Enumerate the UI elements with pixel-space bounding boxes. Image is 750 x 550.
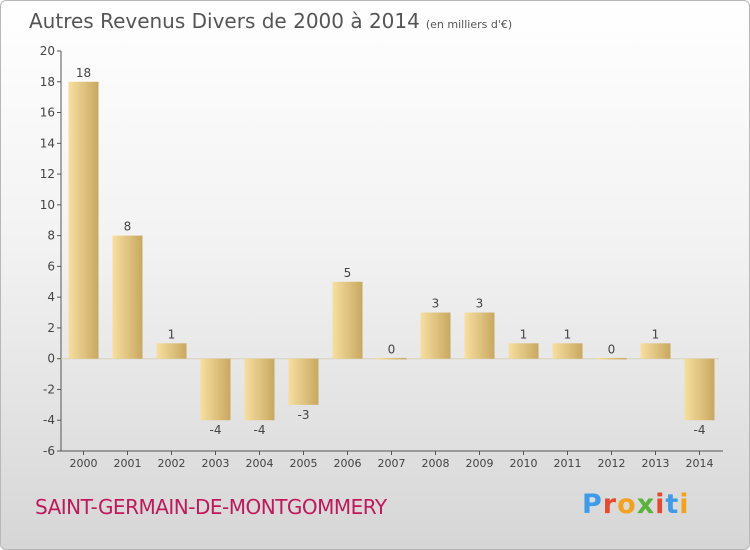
x-tick-label-2007: 2007 <box>378 457 406 470</box>
x-tick-label-2003: 2003 <box>202 457 230 470</box>
x-axis: 2000 2001 2002 2003 2004 2005 2006 2007 2008 2009… <box>61 450 723 470</box>
bars: 18 8 1 -4 -4 -3 5 0 3 3 1 1 0 1 -4 <box>68 66 715 437</box>
data-label-2009: 3 <box>476 297 484 311</box>
bar-2011 <box>552 343 583 359</box>
y-tick-label: -2 <box>43 382 55 396</box>
data-label-2003: -4 <box>210 423 222 437</box>
x-tick-label-2012: 2012 <box>598 457 626 470</box>
y-tick-label: 0 <box>47 352 55 366</box>
y-tick-label: 14 <box>40 136 55 150</box>
x-tick-label-2001: 2001 <box>114 457 142 470</box>
y-tick-label: 4 <box>47 290 55 304</box>
bar-2012 <box>596 357 627 360</box>
bar-2009 <box>464 312 495 359</box>
x-tick-label-2010: 2010 <box>510 457 538 470</box>
y-tick-label: -6 <box>43 444 55 458</box>
x-tick-label-2013: 2013 <box>642 457 670 470</box>
bar-2007 <box>376 357 407 360</box>
logo-letter: x <box>636 489 656 520</box>
x-tick-label-2006: 2006 <box>334 457 362 470</box>
x-tick-label-2011: 2011 <box>554 457 582 470</box>
logo-letter: o <box>617 489 637 520</box>
logo-letter: i <box>679 489 690 520</box>
x-tick-label-2009: 2009 <box>466 457 494 470</box>
data-label-2002: 1 <box>168 327 176 341</box>
data-label-2007: 0 <box>388 343 396 357</box>
data-label-2006: 5 <box>344 266 352 280</box>
x-tick-label-2014: 2014 <box>686 457 714 470</box>
bar-2013 <box>640 343 671 359</box>
y-tick-label: 20 <box>40 44 55 58</box>
logo-letter: r <box>602 489 618 520</box>
bar-2003 <box>200 358 231 421</box>
title-text: Autres Revenus Divers de 2000 à 2014 <box>29 9 420 33</box>
data-label-2005: -3 <box>298 408 310 422</box>
y-tick-label: 10 <box>40 198 55 212</box>
y-tick-label: 12 <box>40 167 55 181</box>
x-tick-label-2008: 2008 <box>422 457 450 470</box>
bar-2004 <box>244 358 275 421</box>
logo-letter: t <box>665 489 680 520</box>
bar-2005 <box>288 358 319 405</box>
y-tick-label: -4 <box>43 413 55 427</box>
y-tick-label: 16 <box>40 106 55 120</box>
x-tick-label-2004: 2004 <box>246 457 274 470</box>
x-tick-label-2005: 2005 <box>290 457 318 470</box>
chart-title: Autres Revenus Divers de 2000 à 2014 (en … <box>29 9 512 33</box>
bar-2014 <box>684 358 715 421</box>
logo-letter: P <box>582 489 603 520</box>
bar-2000 <box>68 81 99 359</box>
y-tick-label: 18 <box>40 75 55 89</box>
bar-2006 <box>332 281 363 359</box>
y-tick-label: 8 <box>47 229 55 243</box>
data-label-2004: -4 <box>254 423 266 437</box>
y-tick-label: 2 <box>47 321 55 335</box>
data-label-2013: 1 <box>652 327 660 341</box>
bar-2008 <box>420 312 451 359</box>
data-label-2001: 8 <box>124 220 132 234</box>
data-label-2011: 1 <box>564 327 572 341</box>
x-tick-label-2002: 2002 <box>158 457 186 470</box>
proxiti-logo[interactable]: Proxiti <box>582 489 690 520</box>
data-label-2000: 18 <box>76 66 91 80</box>
logo-letter: i <box>655 489 666 520</box>
x-tick-label-2000: 2000 <box>70 457 98 470</box>
title-unit: (en milliers d'€) <box>425 18 513 31</box>
data-label-2010: 1 <box>520 327 528 341</box>
data-label-2012: 0 <box>608 343 616 357</box>
bar-2001 <box>112 235 143 359</box>
data-label-2014: -4 <box>694 423 706 437</box>
commune-name: SAINT-GERMAIN-DE-MONTGOMMERY <box>35 495 387 519</box>
y-tick-label: 6 <box>47 259 55 273</box>
bar-2002 <box>156 343 187 359</box>
data-label-2008: 3 <box>432 297 440 311</box>
bar-2010 <box>508 343 539 359</box>
